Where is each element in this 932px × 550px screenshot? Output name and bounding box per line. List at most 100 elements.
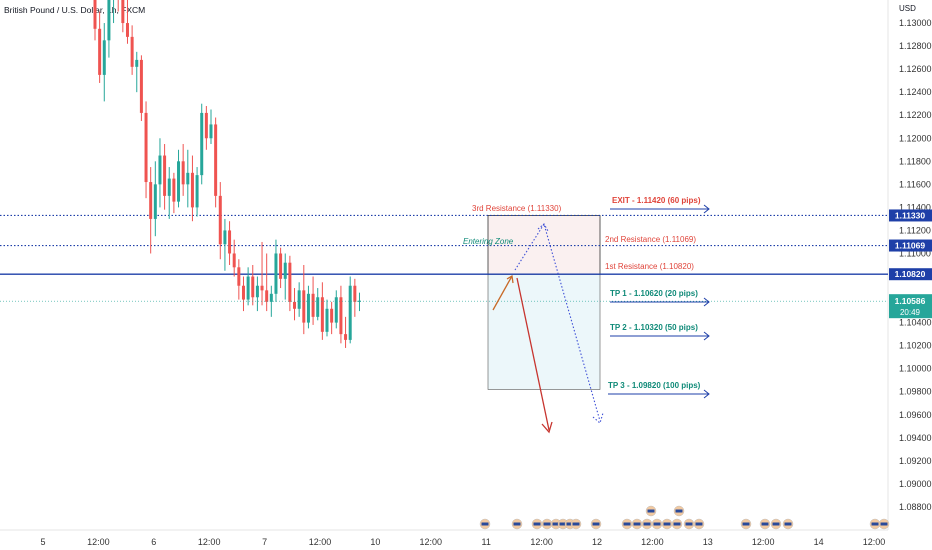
price-tick-label: 1.09200: [899, 456, 932, 466]
candle: [255, 276, 259, 312]
event-flag-icon[interactable]: [661, 518, 673, 530]
candle: [195, 167, 199, 217]
price-tick-label: 1.12400: [899, 87, 932, 97]
candle: [214, 117, 218, 208]
candle: [98, 11, 102, 83]
candle: [293, 288, 297, 321]
event-flag-icon[interactable]: [869, 518, 881, 530]
candle: [149, 167, 153, 254]
event-flag-icon[interactable]: [570, 518, 582, 530]
time-tick-label: 12:00: [198, 537, 221, 547]
candle: [102, 23, 106, 102]
price-tick-label: 1.11200: [899, 225, 931, 235]
candle: [297, 282, 301, 317]
entry-arrowhead-icon: [506, 274, 514, 284]
candle: [186, 149, 190, 208]
event-flag-icon[interactable]: [479, 518, 491, 530]
event-flag-icon[interactable]: [770, 518, 782, 530]
level-lines: [0, 214, 888, 275]
price-tick-label: 1.10200: [899, 341, 932, 351]
candle: [348, 276, 352, 344]
price-tick-label: 1.10000: [899, 364, 932, 374]
candle: [167, 167, 171, 219]
projection-path: [514, 222, 601, 422]
level-price-tag: 1.11330: [889, 209, 932, 222]
candle: [228, 221, 232, 265]
level-price-tag: 1.11069: [889, 239, 932, 252]
svg-text:1.10820: 1.10820: [895, 269, 926, 279]
event-flag-icon[interactable]: [541, 518, 553, 530]
chart-title: British Pound / U.S. Dollar, 1h, FXCM: [4, 5, 145, 15]
candle: [339, 285, 343, 344]
event-flag-icon[interactable]: [590, 518, 602, 530]
event-flag-icon[interactable]: [645, 505, 657, 517]
event-flag-icon[interactable]: [621, 518, 633, 530]
candle: [353, 278, 357, 317]
event-flag-icon[interactable]: [759, 518, 771, 530]
target-zone-box: [487, 273, 601, 390]
economic-events[interactable]: [479, 505, 890, 530]
event-flag-icon[interactable]: [673, 505, 685, 517]
drop-arrowhead-icon: [541, 421, 553, 434]
tp3-arrow-icon: [703, 389, 710, 399]
time-tick-label: 12:00: [87, 537, 110, 547]
event-flag-icon[interactable]: [693, 518, 705, 530]
price-tick-label: 1.11000: [899, 248, 931, 258]
time-tick-label: 12:00: [641, 537, 664, 547]
candle: [306, 285, 310, 329]
time-tick-label: 7: [262, 537, 267, 547]
candle: [218, 182, 222, 260]
candle: [274, 239, 278, 302]
candle: [283, 253, 287, 300]
price-tick-label: 1.10400: [899, 318, 932, 328]
candle: [172, 172, 176, 214]
event-flag-icon[interactable]: [641, 518, 653, 530]
candle: [237, 259, 241, 300]
candle: [325, 299, 329, 337]
candle: [246, 267, 250, 306]
price-tick-label: 1.12600: [899, 64, 932, 74]
candle: [357, 292, 361, 312]
candle: [200, 103, 204, 185]
projection-peak-icon: [537, 223, 549, 232]
event-flag-icon[interactable]: [740, 518, 752, 530]
event-flag-icon[interactable]: [651, 518, 663, 530]
event-flag-icon[interactable]: [631, 518, 643, 530]
price-tick-label: 1.11400: [899, 202, 931, 212]
price-tick-label: 1.09800: [899, 387, 932, 397]
drawings: [492, 222, 604, 434]
candle: [288, 255, 292, 312]
candle: [269, 285, 273, 317]
time-tick-label: 6: [151, 537, 156, 547]
candle: [181, 144, 185, 196]
tp2-label: TP 2 - 1.10320 (50 pips): [610, 323, 698, 332]
currency-label: USD: [899, 4, 916, 13]
candle: [316, 288, 320, 321]
candle: [334, 290, 338, 329]
time-tick-label: 12:00: [530, 537, 553, 547]
candle: [265, 253, 269, 312]
entering-zone-box: [488, 215, 600, 275]
event-flag-icon[interactable]: [671, 518, 683, 530]
candle: [130, 25, 134, 75]
event-flag-icon[interactable]: [683, 518, 695, 530]
event-flag-icon[interactable]: [782, 518, 794, 530]
price-tick-label: 1.12000: [899, 133, 932, 143]
candle: [232, 239, 236, 277]
time-tick-label: 12:00: [420, 537, 443, 547]
event-flag-icon[interactable]: [878, 518, 890, 530]
time-tick-label: 12:00: [752, 537, 775, 547]
candle: [209, 109, 213, 145]
event-flag-icon[interactable]: [511, 518, 523, 530]
svg-text:1.11069: 1.11069: [895, 241, 926, 251]
candle: [93, 0, 97, 41]
candle: [260, 241, 264, 306]
price-tick-label: 1.09400: [899, 433, 932, 443]
candle: [311, 276, 315, 325]
event-flag-icon[interactable]: [531, 518, 543, 530]
candle: [251, 265, 255, 306]
target-arrows: [608, 204, 710, 399]
candle: [241, 276, 245, 312]
candle: [302, 265, 306, 335]
